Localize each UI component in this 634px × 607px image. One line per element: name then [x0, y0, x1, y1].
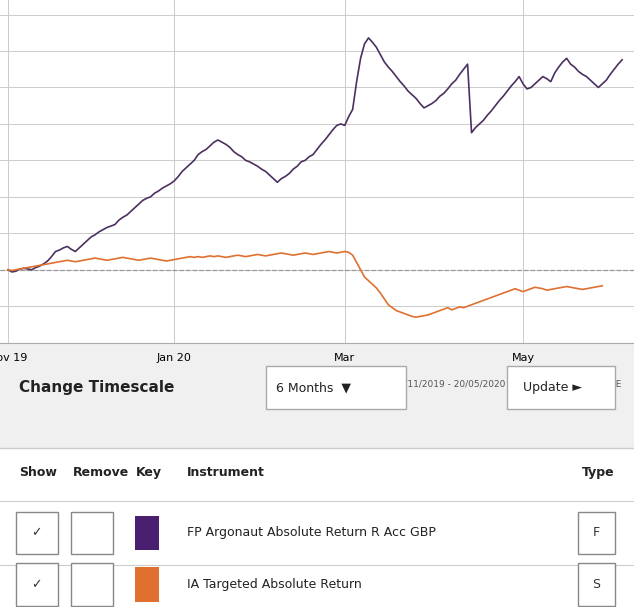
Text: Instrument: Instrument — [187, 466, 265, 479]
Text: Update ►: Update ► — [523, 381, 582, 394]
Text: IA Targeted Absolute Return: IA Targeted Absolute Return — [187, 578, 362, 591]
Text: Type: Type — [583, 466, 615, 479]
FancyBboxPatch shape — [16, 563, 58, 606]
Text: Key: Key — [136, 466, 162, 479]
FancyBboxPatch shape — [135, 516, 159, 550]
Text: Show: Show — [19, 466, 57, 479]
Text: ✓: ✓ — [32, 526, 42, 540]
Text: ✓: ✓ — [32, 578, 42, 591]
Text: 6 Months  ▼: 6 Months ▼ — [276, 381, 351, 394]
FancyBboxPatch shape — [16, 512, 58, 554]
Text: Change Timescale: Change Timescale — [19, 380, 174, 395]
Text: FP Argonaut Absolute Return R Acc GBP: FP Argonaut Absolute Return R Acc GBP — [187, 526, 436, 540]
FancyBboxPatch shape — [578, 563, 615, 606]
Text: S: S — [593, 578, 600, 591]
FancyBboxPatch shape — [71, 512, 113, 554]
FancyBboxPatch shape — [0, 449, 634, 607]
FancyBboxPatch shape — [507, 367, 615, 409]
FancyBboxPatch shape — [71, 563, 113, 606]
FancyBboxPatch shape — [578, 512, 615, 554]
FancyBboxPatch shape — [266, 367, 406, 409]
Text: Remove: Remove — [73, 466, 129, 479]
Text: F: F — [593, 526, 600, 540]
FancyBboxPatch shape — [135, 568, 159, 602]
Text: 21/11/2019 - 20/05/2020 Powered by data from FE: 21/11/2019 - 20/05/2020 Powered by data … — [393, 381, 621, 389]
